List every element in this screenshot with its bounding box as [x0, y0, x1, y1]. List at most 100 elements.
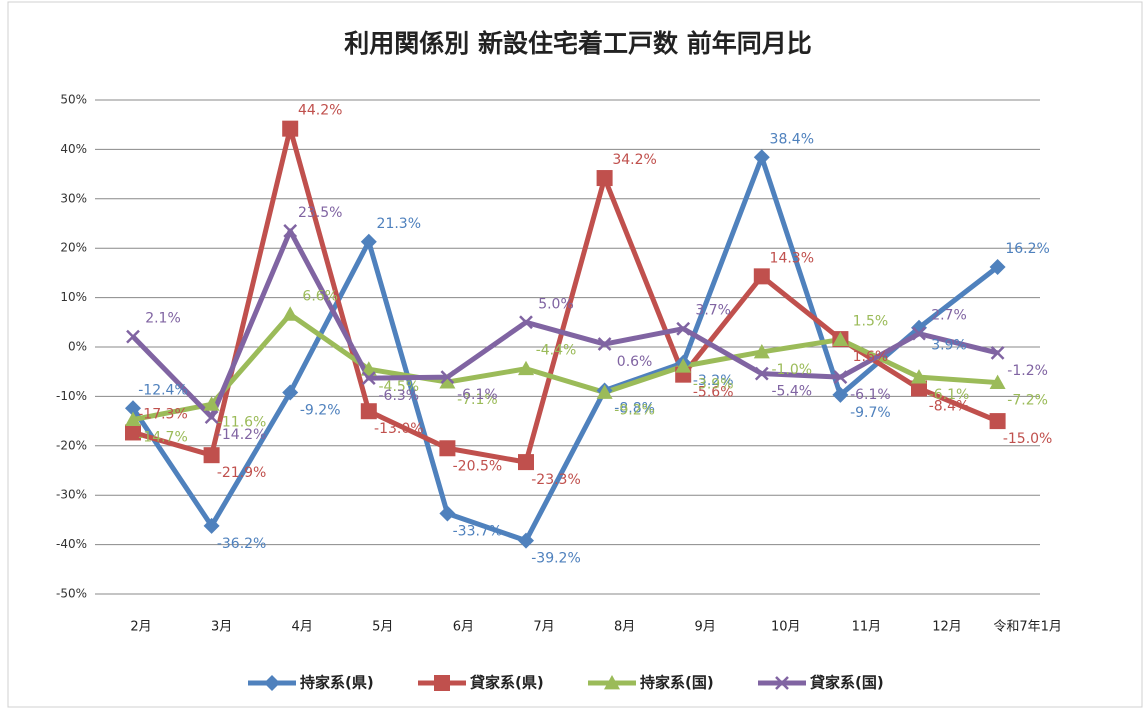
data-label: -5.6% [693, 385, 734, 401]
marker [989, 258, 1006, 275]
legend-item: 貸家系(国) [758, 674, 884, 692]
marker [990, 346, 1005, 360]
legend-item: 貸家系(県) [418, 674, 544, 692]
data-label: -6.1% [850, 387, 891, 403]
data-label: -9.2% [614, 402, 655, 418]
data-label: 1.6% [853, 349, 889, 365]
data-label: 23.5% [298, 205, 342, 221]
marker [989, 374, 1006, 389]
series-line [130, 154, 1000, 544]
y-tick-label: 40% [60, 142, 87, 156]
legend-label: 持家系(県) [300, 674, 374, 692]
data-label: 34.2% [612, 152, 656, 168]
data-label: -9.2% [300, 402, 341, 418]
marker [753, 268, 770, 285]
marker [832, 386, 849, 403]
marker [518, 454, 534, 471]
data-label: 3.7% [695, 303, 731, 319]
marker [203, 447, 220, 464]
data-label: -9.7% [850, 405, 891, 421]
marker [989, 413, 1006, 430]
data-label: 21.3% [377, 216, 421, 232]
data-label: -5.4% [771, 384, 812, 400]
marker [282, 120, 299, 137]
y-tick-label: -10% [56, 389, 87, 403]
data-label: 44.2% [298, 103, 342, 119]
data-label: 2.7% [931, 308, 967, 324]
marker [203, 517, 220, 534]
x-tick-label: 5月 [372, 620, 393, 635]
marker [753, 149, 770, 166]
y-tick-label: 10% [60, 290, 87, 304]
marker [912, 326, 926, 341]
x-tick-label: 3月 [211, 620, 232, 635]
y-tick-label: 50% [60, 93, 87, 107]
data-label: 3.9% [931, 338, 967, 354]
chart-title: 利用関係別 新設住宅着工戸数 前年同月比 [344, 29, 811, 58]
data-label: -33.7% [453, 523, 503, 539]
marker [596, 170, 613, 187]
marker [440, 370, 455, 385]
marker [596, 384, 613, 399]
marker [360, 233, 377, 250]
marker [911, 369, 927, 384]
data-label: -4.4% [536, 343, 577, 359]
legend-marker [434, 675, 450, 691]
marker [911, 380, 927, 397]
x-tick-label: 9月 [695, 620, 716, 635]
data-label: 38.4% [770, 131, 814, 147]
marker [911, 319, 927, 336]
marker [675, 358, 692, 373]
marker [125, 424, 141, 441]
data-label: -7.2% [1007, 393, 1048, 409]
marker [754, 366, 769, 381]
data-label: -15.0% [1003, 431, 1053, 447]
data-label: 1.5% [853, 314, 889, 330]
data-label: -6.3% [378, 388, 419, 404]
data-label: -14.7% [138, 430, 188, 446]
data-label: -11.6% [217, 414, 267, 430]
y-tick-label: 0% [68, 340, 87, 354]
legend-item: 持家系(県) [248, 674, 374, 692]
data-label: -21.9% [217, 465, 267, 481]
marker [833, 370, 848, 385]
data-label: -17.3% [138, 406, 188, 422]
y-tick-label: 20% [60, 241, 87, 255]
y-tick-label: -50% [56, 587, 87, 601]
data-label: -7.1% [457, 392, 498, 408]
marker [832, 331, 849, 346]
marker [204, 410, 219, 425]
series-line [132, 311, 998, 423]
legend-label: 貸家系(県) [470, 674, 544, 692]
marker [439, 505, 456, 522]
data-label: 6.6% [302, 288, 338, 304]
data-label: 2.1% [145, 311, 181, 327]
data-label: -39.2% [531, 551, 581, 567]
legend-label: 持家系(国) [640, 674, 714, 692]
data-label: -36.2% [217, 536, 267, 552]
data-label: -1.0% [771, 362, 812, 378]
data-label: -20.5% [453, 458, 503, 474]
marker [282, 306, 299, 321]
legend-label: 貸家系(国) [810, 674, 884, 692]
y-tick-label: -30% [56, 488, 87, 502]
data-label: -3.2% [693, 373, 734, 389]
series-line [131, 228, 999, 420]
marker [518, 532, 534, 549]
x-tick-label: 4月 [292, 620, 313, 635]
marker [126, 329, 140, 344]
data-label: -13.0% [374, 421, 424, 437]
marker [597, 337, 612, 351]
data-label: -3.9% [693, 376, 734, 392]
marker [519, 315, 533, 330]
y-tick-label: 30% [60, 191, 87, 205]
x-tick-label: 10月 [771, 620, 801, 635]
data-label: -8.4% [929, 398, 970, 414]
legend-marker [775, 676, 789, 690]
marker [361, 371, 376, 386]
x-tick-label: 11月 [852, 620, 882, 635]
marker [439, 440, 456, 457]
marker [753, 343, 770, 359]
y-tick-label: -20% [56, 438, 87, 452]
